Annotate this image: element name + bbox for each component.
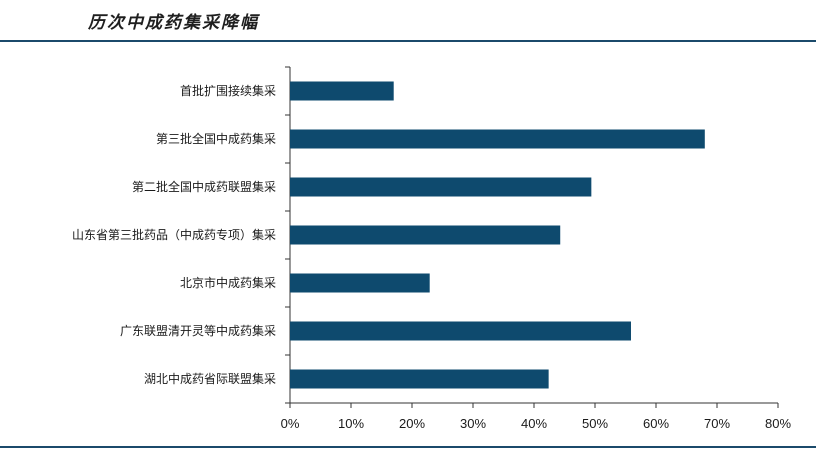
bar [290,177,592,197]
category-label: 第三批全国中成药集采 [156,131,276,146]
bar [290,129,705,149]
chart-title: 历次中成药集采降幅 [88,13,259,33]
bar [290,321,631,341]
top-divider [0,40,816,42]
x-tick-label: 20% [399,416,425,431]
x-tick-label: 70% [704,416,730,431]
category-label: 第二批全国中成药联盟集采 [132,179,276,194]
bottom-divider [0,446,816,448]
category-label: 首批扩围接续集采 [180,83,276,98]
category-label: 湖北中成药省际联盟集采 [144,371,276,386]
x-tick-label: 30% [460,416,486,431]
bar [290,273,430,293]
x-tick-label: 50% [582,416,608,431]
x-tick-label: 0% [281,416,300,431]
category-label: 广东联盟清开灵等中成药集采 [120,323,276,338]
bar [290,225,561,245]
category-label: 北京市中成药集采 [180,275,276,290]
x-tick-label: 10% [338,416,364,431]
x-tick-label: 60% [643,416,669,431]
x-tick-label: 40% [521,416,547,431]
category-label: 山东省第三批药品（中成药专项）集采 [72,227,276,242]
x-tick-label: 80% [765,416,791,431]
bar [290,369,549,389]
bar [290,81,394,101]
